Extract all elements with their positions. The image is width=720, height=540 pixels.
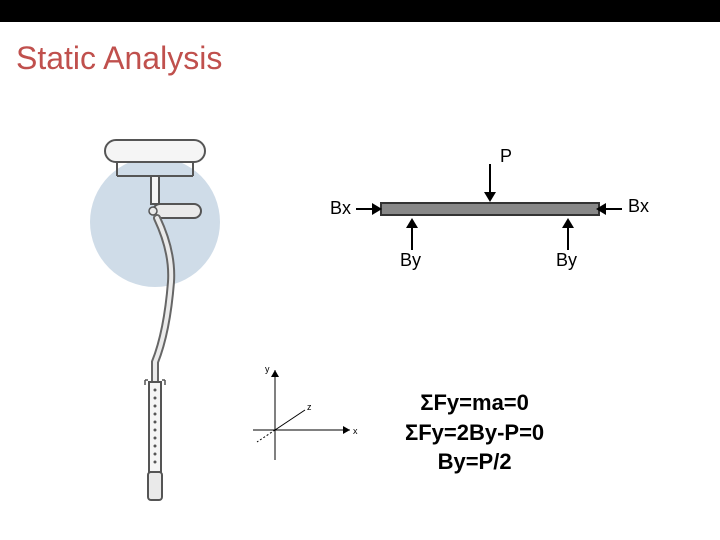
free-body-diagram: P Bx Bx By By — [320, 152, 640, 282]
by-left-stem — [411, 226, 413, 250]
crutch-adjustable-section — [149, 382, 161, 472]
z-axis-label: z — [307, 402, 312, 412]
equation-line-1: ΣFy=ma=0 — [405, 388, 544, 418]
p-label: P — [500, 146, 512, 167]
fbd-bar — [380, 202, 600, 216]
by-left-head — [406, 218, 418, 228]
axes-svg: x y z — [245, 360, 365, 470]
bx-right-stem — [604, 208, 622, 210]
bx-right-head — [596, 203, 606, 215]
p-arrow-head — [484, 192, 496, 202]
crutch-diagram — [75, 132, 235, 512]
equations-block: ΣFy=ma=0 ΣFy=2By-P=0 By=P/2 — [405, 388, 544, 477]
bx-left-head — [372, 203, 382, 215]
x-axis-label: x — [353, 426, 358, 436]
equation-line-2: ΣFy=2By-P=0 — [405, 418, 544, 448]
by-right-head — [562, 218, 574, 228]
page-title: Static Analysis — [16, 40, 222, 77]
equation-line-3: By=P/2 — [405, 447, 544, 477]
bx-left-label: Bx — [330, 198, 351, 219]
crutch-svg — [75, 132, 235, 512]
crutch-armrest — [105, 140, 205, 162]
coordinate-axes: x y z — [245, 360, 365, 470]
by-right-stem — [567, 226, 569, 250]
y-axis-label: y — [265, 364, 270, 374]
crutch-foot — [148, 472, 162, 500]
p-arrow-stem — [489, 164, 491, 194]
by-left-label: By — [400, 250, 421, 271]
by-right-label: By — [556, 250, 577, 271]
crutch-upper-tube — [151, 176, 159, 204]
bx-right-label: Bx — [628, 196, 649, 217]
